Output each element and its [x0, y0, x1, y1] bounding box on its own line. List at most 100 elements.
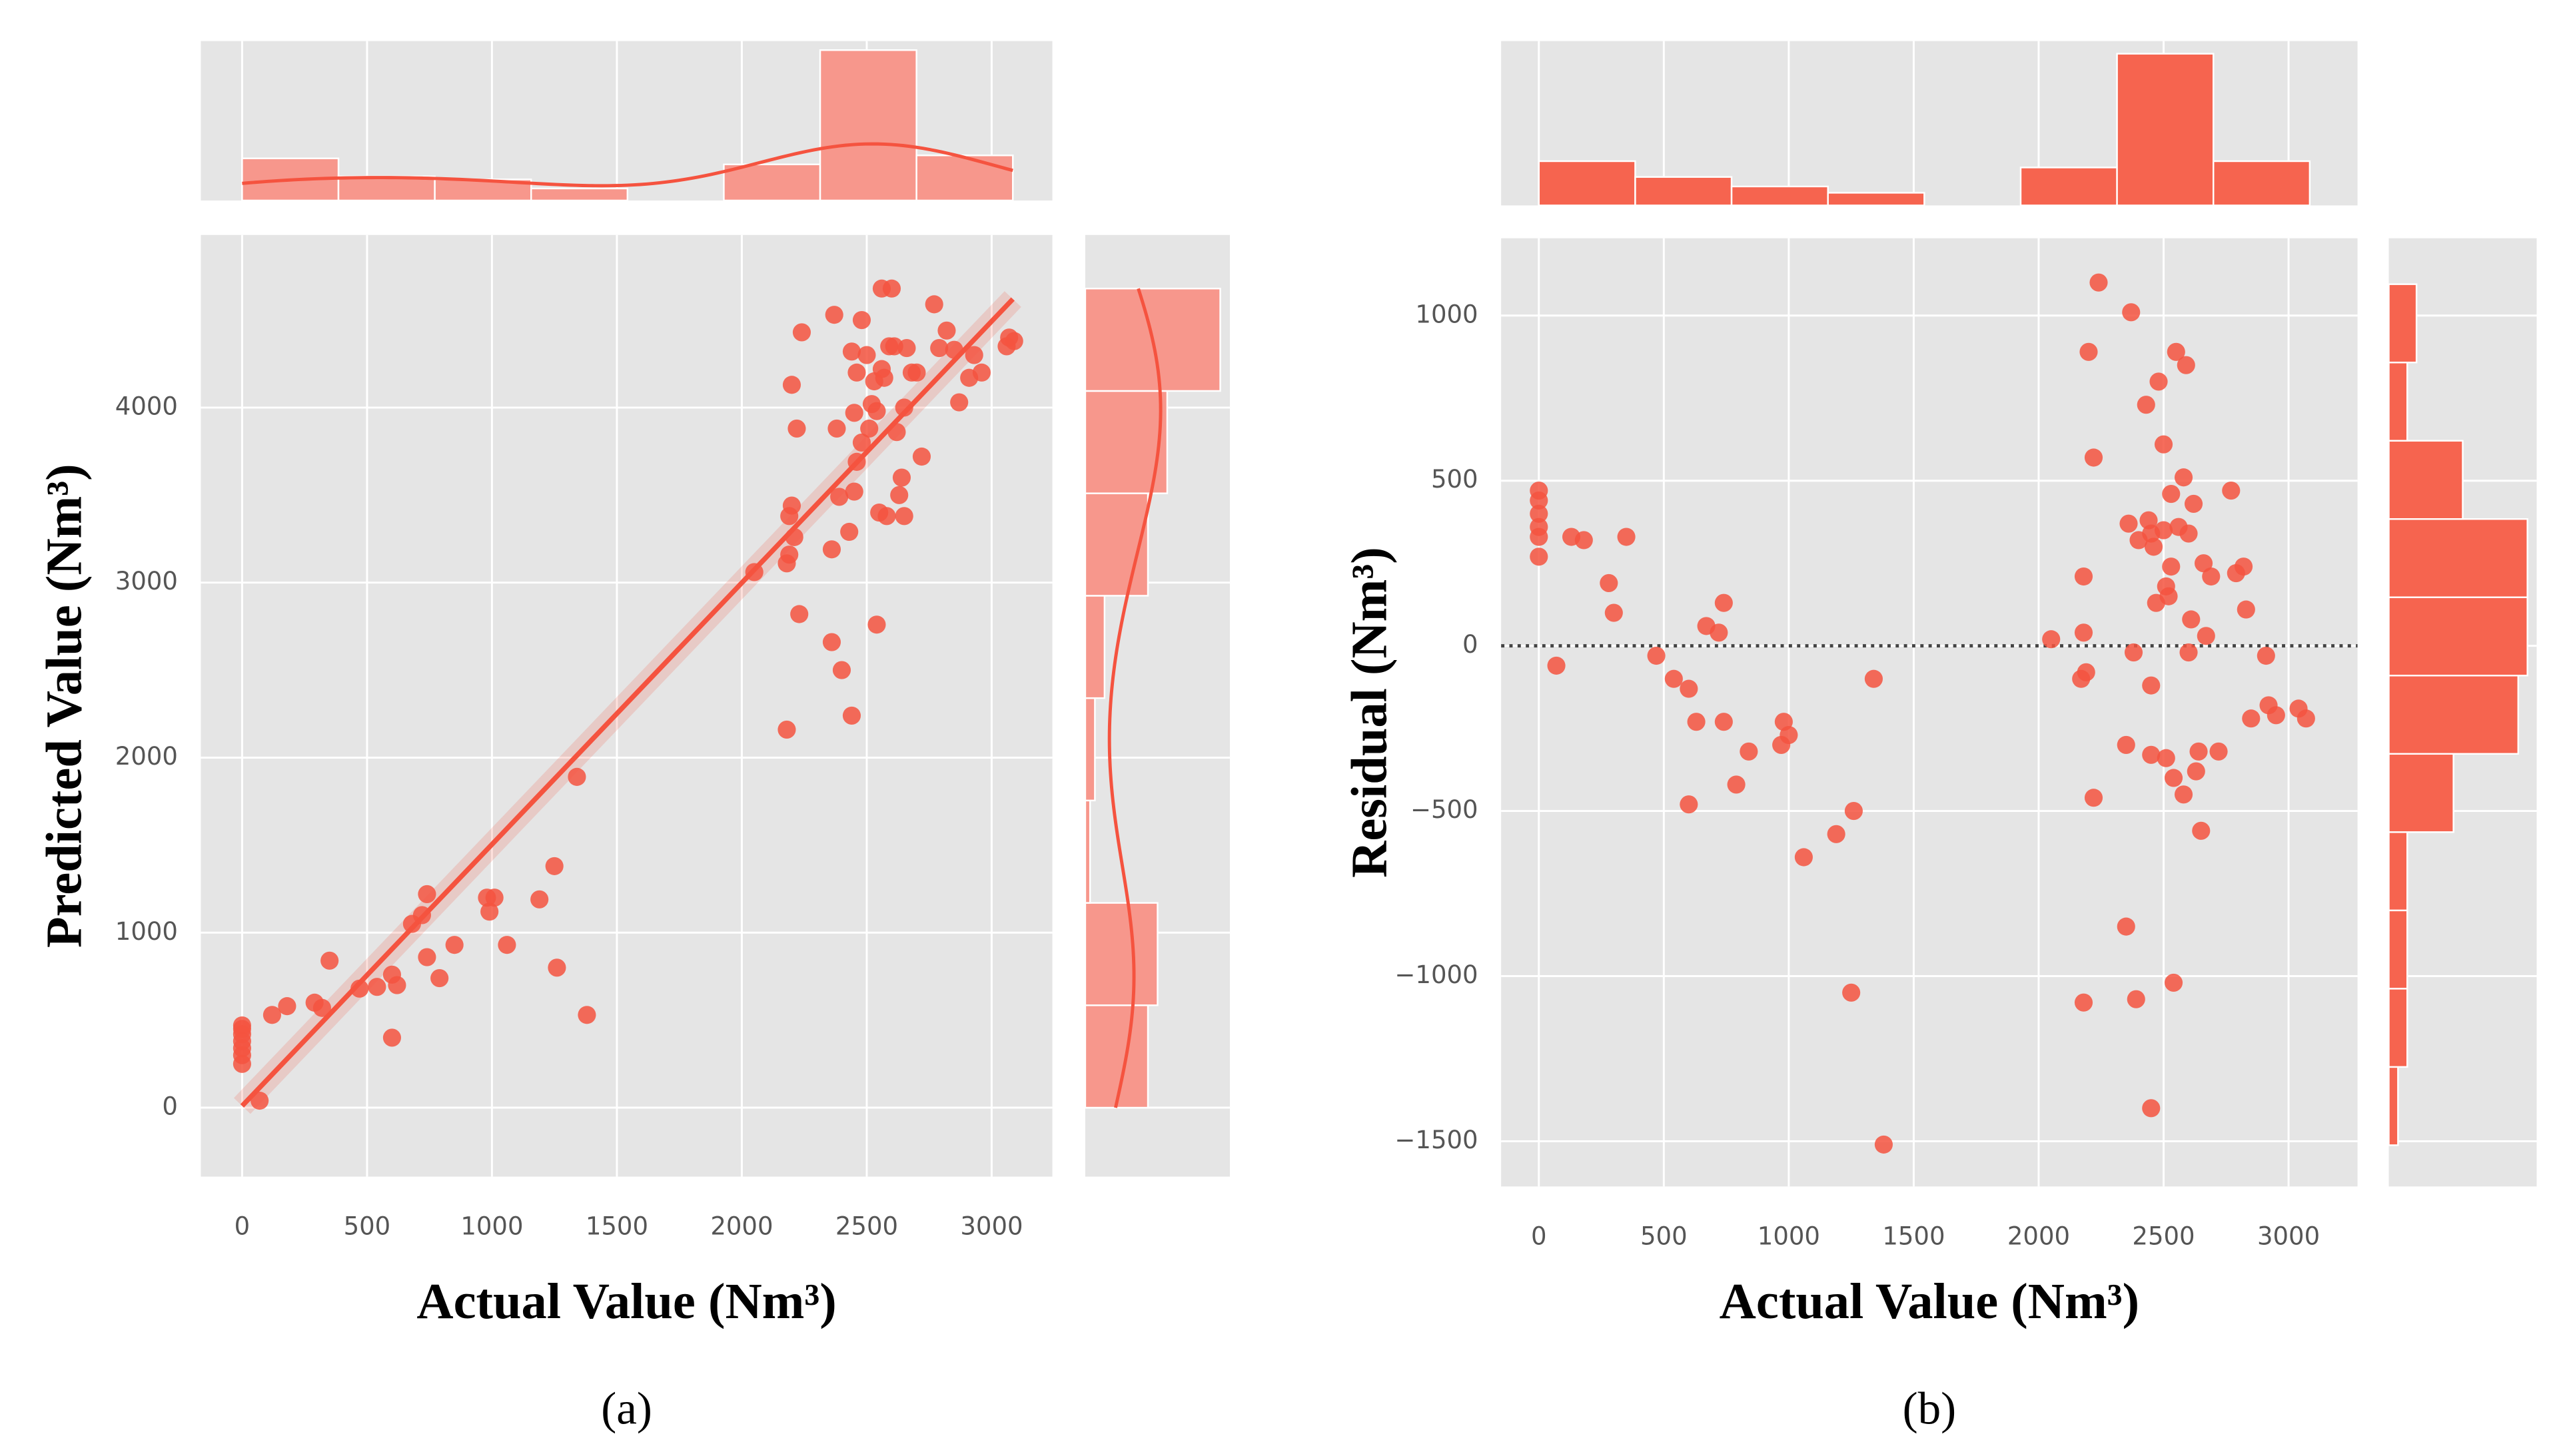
data-point — [792, 323, 811, 342]
x-tick-label: 1500 — [1882, 1222, 1945, 1250]
data-point — [430, 969, 449, 988]
histogram-bar — [1084, 902, 1159, 1006]
data-point — [418, 885, 436, 904]
data-point — [2164, 973, 2183, 992]
data-point — [1844, 802, 1863, 821]
data-point — [907, 363, 926, 382]
data-point — [950, 393, 969, 412]
data-point — [892, 468, 911, 487]
data-point — [845, 482, 863, 501]
data-point — [1005, 332, 1023, 350]
data-point — [847, 452, 866, 471]
data-point — [2117, 917, 2135, 936]
data-point — [350, 979, 369, 998]
data-point — [842, 706, 861, 725]
data-point — [877, 507, 896, 526]
data-point — [2187, 762, 2205, 781]
data-point — [2149, 372, 2168, 391]
data-point — [972, 363, 991, 382]
data-point — [1710, 623, 1728, 642]
histogram-bar — [915, 155, 1014, 202]
data-point — [578, 1006, 596, 1024]
histogram-bar — [1084, 1004, 1149, 1109]
data-point — [1530, 482, 1548, 500]
x-tick-label: 3000 — [2257, 1222, 2320, 1250]
data-point — [2202, 567, 2221, 586]
histogram-bar — [2116, 53, 2215, 206]
data-point — [262, 1006, 281, 1024]
data-point — [412, 906, 431, 924]
data-point — [2089, 273, 2108, 292]
data-point — [867, 402, 886, 420]
data-point — [545, 857, 564, 875]
data-point — [2074, 567, 2093, 586]
data-point — [278, 997, 296, 1016]
data-point — [2174, 785, 2193, 804]
data-point — [2209, 742, 2228, 761]
data-point — [2119, 514, 2138, 533]
x-axis-label: Actual Value (Nm³) — [416, 1273, 836, 1329]
data-point — [2127, 990, 2145, 1008]
data-point — [530, 890, 549, 909]
data-point — [568, 767, 586, 786]
x-tick-label: 2500 — [835, 1212, 898, 1241]
data-point — [895, 398, 913, 417]
histogram-bar — [2388, 988, 2408, 1068]
data-point — [2184, 494, 2203, 513]
histogram-bar — [1084, 697, 1096, 802]
data-point — [895, 507, 913, 526]
kde-curve — [242, 142, 1013, 188]
histogram-bar — [2388, 283, 2418, 364]
data-point — [852, 310, 871, 330]
data-point — [860, 419, 879, 438]
data-point — [1874, 1135, 1893, 1154]
histogram-bar — [1827, 192, 1925, 206]
data-point — [2142, 745, 2161, 764]
data-point — [845, 404, 863, 422]
data-point — [782, 496, 801, 515]
x-axis-label: Actual Value (Nm³) — [1720, 1273, 2139, 1329]
data-point — [2074, 623, 2093, 642]
data-point — [233, 1016, 251, 1035]
data-point — [548, 958, 566, 977]
data-point — [842, 342, 861, 361]
x-tick-label: 3000 — [960, 1212, 1023, 1241]
y-axis-label: Predicted Value (Nm³) — [36, 464, 93, 948]
plot-background — [1501, 238, 2358, 1187]
data-point — [2074, 993, 2093, 1012]
data-point — [822, 633, 841, 651]
y-tick-label: 500 — [1431, 465, 1478, 494]
data-point — [1680, 795, 1698, 814]
data-point — [498, 936, 516, 954]
data-point — [785, 528, 803, 546]
histogram-bar — [530, 187, 629, 202]
histogram-bar — [337, 175, 436, 202]
data-point — [2237, 600, 2255, 619]
histogram-bar — [2388, 596, 2528, 677]
histogram-bar — [1084, 799, 1091, 904]
y-tick-label: −1000 — [1394, 960, 1478, 989]
data-point — [1727, 775, 1746, 794]
x-tick-label: 0 — [235, 1212, 251, 1241]
data-point — [382, 1028, 401, 1047]
data-point — [857, 346, 876, 364]
data-point — [388, 976, 406, 994]
data-point — [1647, 646, 1666, 665]
data-point — [2117, 735, 2135, 754]
data-point — [912, 447, 931, 466]
caption: (b) — [1903, 1383, 1957, 1434]
x-tick-label: 1000 — [460, 1212, 523, 1241]
x-tick-label: 2000 — [710, 1212, 773, 1241]
data-point — [780, 546, 799, 564]
histogram-bar — [1084, 492, 1149, 597]
data-point — [787, 419, 806, 438]
data-point — [2297, 709, 2315, 728]
histogram-bar — [2213, 160, 2311, 206]
data-point — [875, 368, 893, 387]
data-point — [822, 540, 841, 559]
data-point — [1600, 573, 1618, 593]
histogram-bar — [1730, 185, 1829, 206]
data-point — [2142, 524, 2161, 543]
kde-curve — [1107, 288, 1163, 1108]
